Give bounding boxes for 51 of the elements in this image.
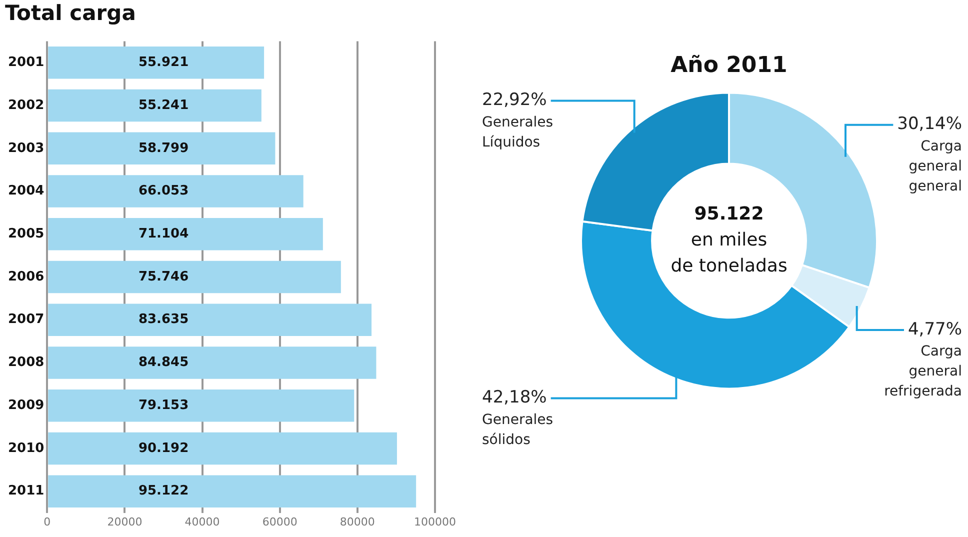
- data-label: 95.122: [138, 484, 189, 499]
- x-tick-label: 0: [44, 515, 51, 528]
- y-tick-label: 2003: [8, 140, 44, 156]
- y-tick-label: 2007: [8, 312, 44, 328]
- data-label: 71.104: [138, 226, 189, 242]
- slice-label: Carga general general: [908, 138, 962, 194]
- data-label: 58.799: [138, 140, 189, 156]
- y-tick-label: 2008: [8, 355, 44, 370]
- bar: [48, 218, 323, 250]
- chart-title: Total carga: [5, 1, 136, 26]
- data-label: 84.845: [138, 355, 189, 370]
- x-tick-label: 40000: [184, 515, 220, 528]
- slice-label: Generales Líquidos: [482, 114, 554, 150]
- y-tick-label: 2009: [8, 398, 44, 413]
- data-label: 42,18%: [482, 388, 547, 408]
- data-label: 55.921: [138, 55, 189, 70]
- data-label: 55.241: [138, 98, 189, 113]
- y-tick-label: 2010: [8, 440, 44, 456]
- bar: [48, 260, 341, 294]
- data-label: 66.053: [138, 184, 189, 199]
- chart-title: Año 2011: [670, 52, 788, 78]
- text: 95.122: [694, 203, 764, 224]
- y-tick-label: 2006: [8, 269, 44, 284]
- text: en miles de toneladas: [670, 229, 788, 276]
- bar: [48, 346, 376, 379]
- x-tick-label: 60000: [262, 515, 298, 528]
- bar: [48, 475, 416, 508]
- bar: [48, 89, 262, 122]
- y-tick-label: 2011: [8, 484, 44, 499]
- data-label: 22,92%: [482, 90, 547, 110]
- x-tick-label: 20000: [107, 515, 142, 528]
- x-tick-label: 100000: [414, 515, 456, 528]
- y-tick-label: 2004: [8, 184, 44, 199]
- data-label: 30,14%: [897, 114, 962, 134]
- data-label: 90.192: [138, 440, 189, 456]
- data-label: 83.635: [138, 312, 189, 328]
- slice-label: Generales sólidos: [482, 412, 554, 448]
- bar: [48, 175, 304, 208]
- data-label: 75.746: [138, 269, 189, 284]
- x-tick-label: 80000: [340, 515, 375, 528]
- data-label: 79.153: [138, 398, 189, 413]
- slice-label: Carga general refrigerada: [884, 344, 962, 400]
- y-tick-label: 2005: [8, 226, 44, 242]
- y-tick-label: 2001: [8, 55, 44, 70]
- bar: [48, 46, 264, 79]
- bar: [48, 390, 354, 422]
- bar: [48, 304, 372, 336]
- bar: [48, 132, 276, 164]
- data-label: 4,77%: [908, 319, 962, 340]
- bar: [48, 432, 397, 465]
- y-tick-label: 2002: [8, 98, 44, 113]
